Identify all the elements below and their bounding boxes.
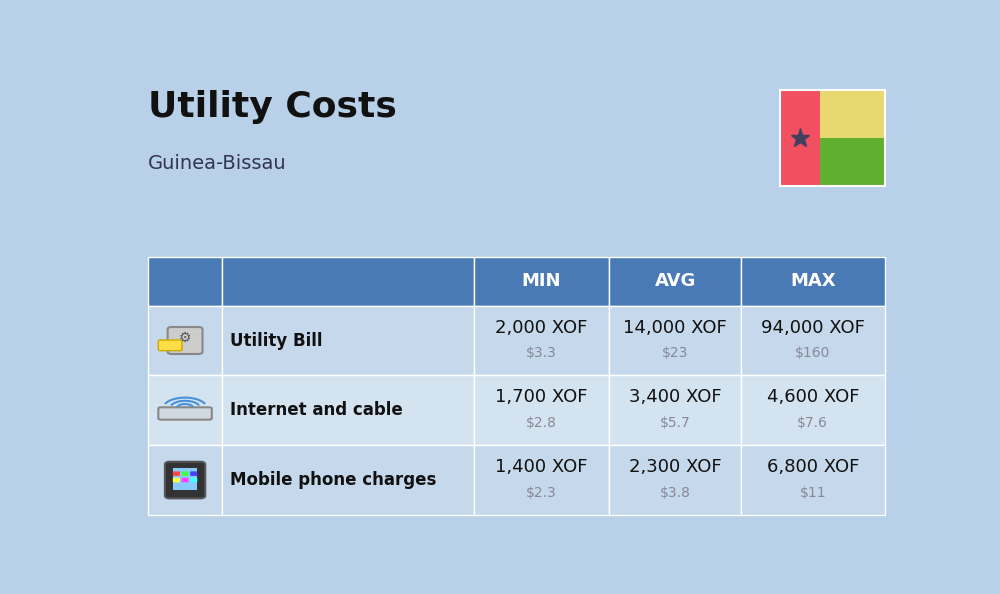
Text: $3.8: $3.8 bbox=[660, 486, 691, 500]
Text: $23: $23 bbox=[662, 346, 688, 361]
FancyBboxPatch shape bbox=[474, 257, 609, 306]
FancyBboxPatch shape bbox=[780, 90, 820, 185]
Text: MIN: MIN bbox=[522, 272, 561, 290]
Text: Utility Bill: Utility Bill bbox=[230, 331, 322, 349]
Text: Utility Costs: Utility Costs bbox=[148, 90, 397, 124]
Text: $2.3: $2.3 bbox=[526, 486, 557, 500]
Text: Mobile phone charges: Mobile phone charges bbox=[230, 471, 436, 489]
FancyBboxPatch shape bbox=[190, 478, 197, 482]
FancyBboxPatch shape bbox=[741, 257, 885, 306]
FancyBboxPatch shape bbox=[222, 375, 474, 445]
FancyBboxPatch shape bbox=[474, 445, 609, 515]
Text: $160: $160 bbox=[795, 346, 830, 361]
Text: Internet and cable: Internet and cable bbox=[230, 402, 402, 419]
FancyBboxPatch shape bbox=[173, 478, 180, 482]
Text: 14,000 XOF: 14,000 XOF bbox=[623, 319, 727, 337]
FancyBboxPatch shape bbox=[222, 257, 474, 306]
Text: 2,300 XOF: 2,300 XOF bbox=[629, 458, 722, 476]
FancyBboxPatch shape bbox=[173, 468, 197, 490]
FancyBboxPatch shape bbox=[222, 306, 474, 375]
Text: 1,400 XOF: 1,400 XOF bbox=[495, 458, 588, 476]
FancyBboxPatch shape bbox=[181, 478, 189, 482]
FancyBboxPatch shape bbox=[741, 445, 885, 515]
FancyBboxPatch shape bbox=[173, 472, 180, 476]
Text: 6,800 XOF: 6,800 XOF bbox=[767, 458, 859, 476]
FancyBboxPatch shape bbox=[190, 472, 197, 476]
FancyBboxPatch shape bbox=[148, 257, 222, 306]
Text: ⚙: ⚙ bbox=[179, 331, 191, 345]
Text: MAX: MAX bbox=[790, 272, 836, 290]
FancyBboxPatch shape bbox=[148, 375, 222, 445]
Text: 4,600 XOF: 4,600 XOF bbox=[767, 388, 859, 406]
FancyBboxPatch shape bbox=[609, 445, 741, 515]
FancyBboxPatch shape bbox=[148, 445, 222, 515]
Text: $3.3: $3.3 bbox=[526, 346, 557, 361]
FancyBboxPatch shape bbox=[474, 306, 609, 375]
Text: $11: $11 bbox=[800, 486, 826, 500]
Text: Guinea-Bissau: Guinea-Bissau bbox=[148, 154, 287, 173]
FancyBboxPatch shape bbox=[820, 90, 885, 138]
Text: AVG: AVG bbox=[655, 272, 696, 290]
Text: $5.7: $5.7 bbox=[660, 416, 691, 430]
FancyBboxPatch shape bbox=[168, 327, 202, 354]
FancyBboxPatch shape bbox=[741, 306, 885, 375]
Text: 3,400 XOF: 3,400 XOF bbox=[629, 388, 722, 406]
FancyBboxPatch shape bbox=[609, 375, 741, 445]
Text: $2.8: $2.8 bbox=[526, 416, 557, 430]
Text: $7.6: $7.6 bbox=[797, 416, 828, 430]
FancyBboxPatch shape bbox=[165, 462, 205, 498]
FancyBboxPatch shape bbox=[609, 257, 741, 306]
Text: 1,700 XOF: 1,700 XOF bbox=[495, 388, 588, 406]
FancyBboxPatch shape bbox=[609, 306, 741, 375]
Text: 2,000 XOF: 2,000 XOF bbox=[495, 319, 588, 337]
FancyBboxPatch shape bbox=[474, 375, 609, 445]
FancyBboxPatch shape bbox=[158, 340, 182, 350]
FancyBboxPatch shape bbox=[148, 306, 222, 375]
FancyBboxPatch shape bbox=[181, 472, 189, 476]
FancyBboxPatch shape bbox=[820, 138, 885, 185]
Text: 94,000 XOF: 94,000 XOF bbox=[761, 319, 865, 337]
FancyBboxPatch shape bbox=[741, 375, 885, 445]
FancyBboxPatch shape bbox=[158, 407, 212, 419]
FancyBboxPatch shape bbox=[222, 445, 474, 515]
